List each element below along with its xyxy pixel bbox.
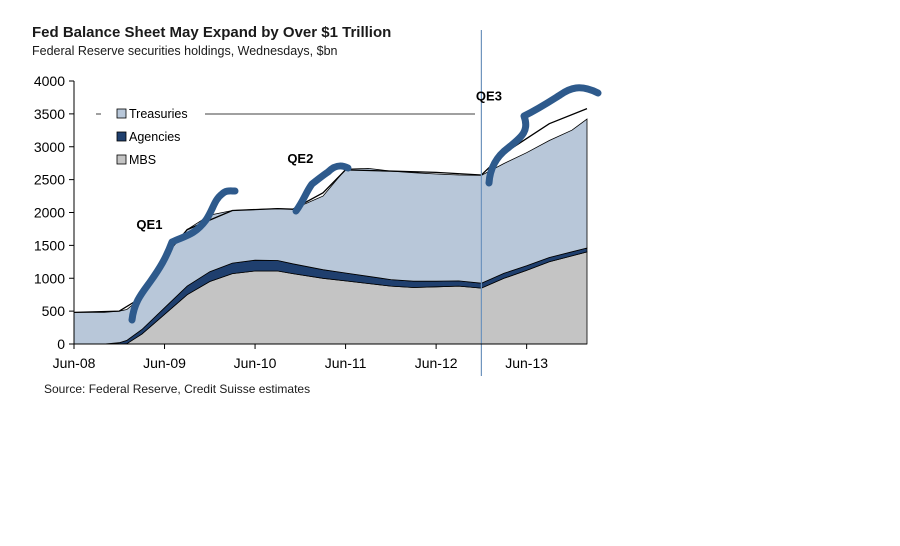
y-tick-label: 1000 — [34, 270, 65, 286]
y-tick-label: 500 — [42, 303, 66, 319]
legend-label-mbs: MBS — [129, 153, 156, 167]
y-tick-label: 2000 — [34, 205, 65, 221]
y-tick-label: 3500 — [34, 106, 65, 122]
legend-label-treasuries: Treasuries — [129, 107, 188, 121]
source-note: Source: Federal Reserve, Credit Suisse e… — [44, 382, 310, 396]
y-tick-label: 4000 — [34, 73, 65, 89]
y-tick-label: 2500 — [34, 172, 65, 188]
x-tick-label: Jun-09 — [143, 355, 186, 371]
x-tick-label: Jun-11 — [325, 355, 367, 371]
legend-label-agencies: Agencies — [129, 130, 180, 144]
annotation-qe2: QE2 — [287, 151, 313, 166]
x-tick-label: Jun-13 — [505, 355, 548, 371]
legend: Treasuries Agencies MBS — [96, 98, 475, 170]
legend-swatch-mbs — [117, 155, 126, 164]
annotation-qe1: QE1 — [136, 217, 162, 232]
y-tick-label: 0 — [57, 336, 65, 352]
y-tick-label: 1500 — [34, 237, 65, 253]
y-tick-label: 3000 — [34, 139, 65, 155]
x-tick-label: Jun-10 — [234, 355, 277, 371]
legend-swatch-treasuries — [117, 109, 126, 118]
x-tick-label: Jun-12 — [415, 355, 458, 371]
annotation-qe3: QE3 — [476, 89, 502, 104]
legend-swatch-agencies — [117, 132, 126, 141]
x-tick-label: Jun-08 — [53, 355, 96, 371]
